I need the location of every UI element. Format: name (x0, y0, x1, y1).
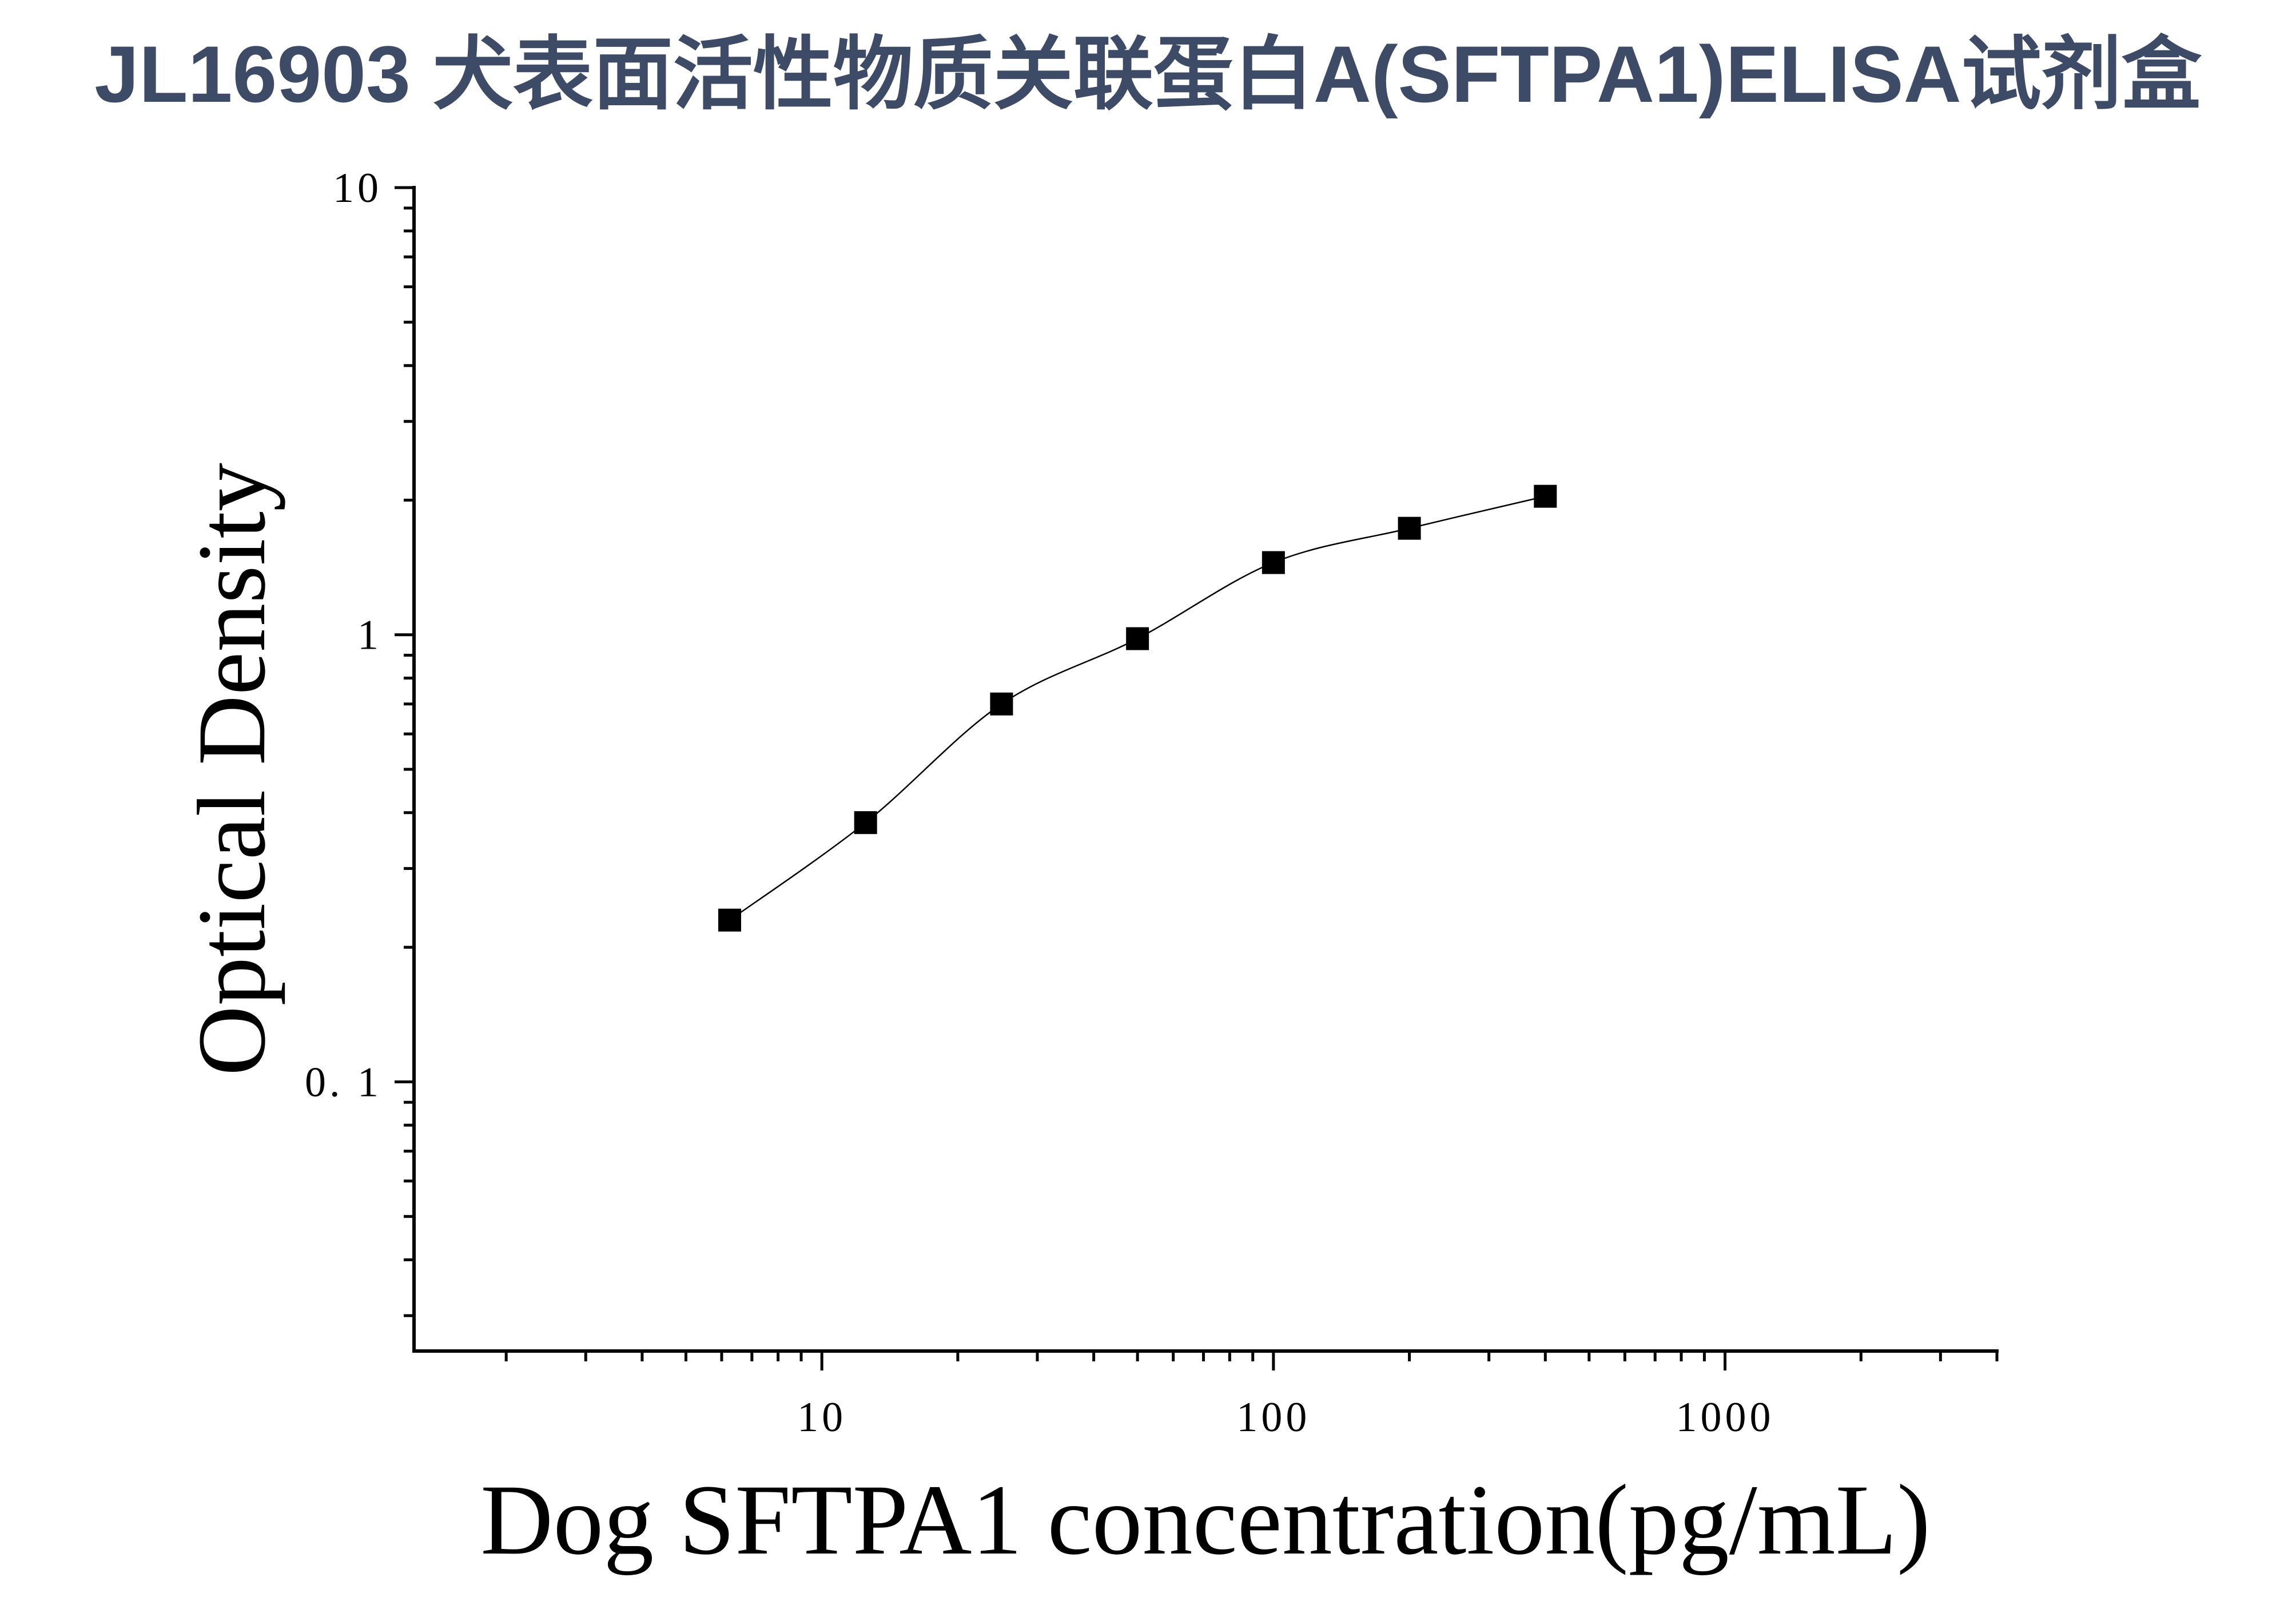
data-point (854, 811, 877, 835)
y-tick-label: 10 (333, 165, 382, 212)
x-axis-title: Dog SFTPA1 concentration(pg/mL) (480, 1464, 1931, 1576)
data-point (990, 692, 1013, 716)
y-axis-title: Optical Density (178, 463, 285, 1076)
tick-labels: 10 100 1000 10 1 0. 1 (305, 165, 1774, 1441)
x-tick-label: 10 (797, 1394, 846, 1441)
data-point (718, 908, 741, 932)
axis-ticks (395, 186, 1999, 1370)
data-point (1262, 551, 1285, 574)
data-point (1398, 517, 1421, 540)
x-tick-label: 1000 (1676, 1394, 1774, 1441)
chart-title: JL16903 犬表面活性物质关联蛋白A(SFTPA1)ELISA试剂盒 (94, 29, 2202, 119)
data-point (1126, 627, 1149, 650)
y-tick-label: 1 (357, 612, 382, 659)
x-tick-label: 100 (1236, 1394, 1310, 1441)
fit-curve (729, 495, 1546, 921)
y-tick-label: 0. 1 (305, 1059, 382, 1106)
data-point (1534, 484, 1557, 508)
plot-area (718, 484, 1557, 932)
